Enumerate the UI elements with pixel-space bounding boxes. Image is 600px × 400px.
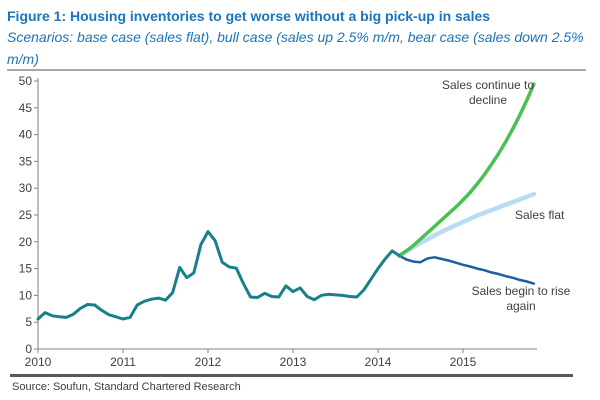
annotation-sales-begin-to-rise-again: Sales begin to rise again	[471, 284, 571, 313]
series-line-base	[397, 191, 537, 258]
series-line-historical	[36, 230, 401, 321]
y-tick-label: 40	[19, 128, 33, 142]
x-tick-label: 2015	[450, 355, 477, 369]
y-tick-label: 5	[25, 315, 32, 329]
y-tick-label: 35	[19, 154, 33, 168]
x-tick-label: 2011	[110, 355, 136, 369]
y-tick-label: 15	[19, 262, 33, 276]
y-tick-label: 20	[19, 235, 33, 249]
y-tick-label: 0	[25, 342, 32, 356]
y-tick-label: 10	[19, 288, 33, 302]
source-note: Source: Soufun, Standard Chartered Resea…	[12, 381, 241, 393]
annotation-sales-continue-to-decline: Sales continue to decline	[441, 78, 535, 107]
x-tick-label: 2013	[280, 355, 307, 369]
y-tick-label: 30	[19, 181, 33, 195]
annotation-sales-flat: Sales flat	[515, 208, 565, 222]
series-line-bear	[397, 82, 536, 258]
y-tick-label: 25	[19, 208, 33, 222]
x-tick-label: 2010	[25, 355, 52, 369]
y-tick-label: 45	[19, 101, 33, 115]
x-tick-label: 2014	[365, 355, 392, 369]
figure-subtitle: Scenarios: base case (sales flat), bull …	[7, 29, 584, 67]
y-tick-label: 50	[19, 74, 33, 88]
x-tick-label: 2012	[195, 355, 222, 369]
header-divider	[7, 69, 586, 71]
series-line-bull	[398, 254, 536, 285]
figure-title: Figure 1: Housing inventories to get wor…	[7, 8, 491, 24]
footer-divider	[10, 374, 573, 377]
